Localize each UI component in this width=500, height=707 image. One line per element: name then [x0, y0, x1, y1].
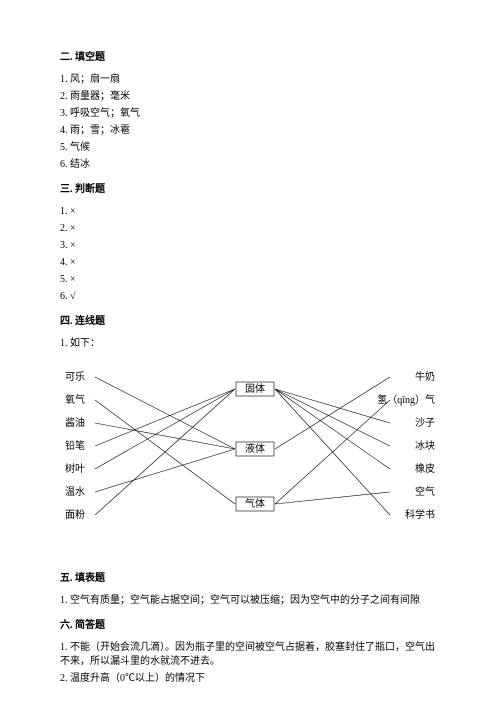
s2-item: 6. 结冰 — [60, 158, 440, 172]
section3-heading: 三. 判断题 — [60, 180, 440, 195]
match-edge — [275, 492, 390, 504]
section4-intro: 1. 如下： — [60, 337, 440, 351]
left-label: 可乐 — [65, 371, 85, 383]
s5-item: 1. 空气有质量；空气能占据空间；空气可以被压缩；因为空气中的分子之间有间隙 — [60, 594, 440, 608]
mid-label: 液体 — [245, 442, 265, 455]
section2-heading: 二. 填空题 — [60, 48, 440, 63]
s3-item: 3. × — [60, 239, 440, 253]
s3-item: 5. × — [60, 273, 440, 287]
match-edge — [95, 389, 235, 515]
section3-list: 1. × 2. × 3. × 4. × 5. × 6. √ — [60, 205, 440, 304]
match-edge — [275, 389, 390, 515]
match-edge — [275, 389, 390, 469]
section2-list: 1. 风；扇一扇 2. 雨量器；毫米 3. 呼吸空气；氧气 4. 雨；雪；冰雹 … — [60, 73, 440, 172]
right-label: 牛奶 — [415, 370, 435, 383]
match-edge — [95, 389, 235, 469]
section6-list: 1. 不能（开始会流几滴）。因为瓶子里的空间被空气占据着，胶塞封住了瓶口，空气出… — [60, 641, 440, 686]
mid-label: 固体 — [245, 383, 265, 395]
s3-item: 6. √ — [60, 290, 440, 304]
s2-item: 3. 呼吸空气；氧气 — [60, 107, 440, 121]
left-label: 氧气 — [65, 393, 85, 406]
match-edge — [275, 389, 390, 446]
s2-item: 2. 雨量器；毫米 — [60, 90, 440, 104]
right-label: 沙子 — [415, 417, 435, 429]
section6-heading: 六. 简答题 — [60, 616, 440, 631]
left-label: 酱油 — [65, 416, 85, 429]
match-edge — [95, 449, 235, 492]
mid-label: 气体 — [245, 497, 265, 510]
s3-item: 2. × — [60, 222, 440, 236]
left-label: 面粉 — [65, 508, 85, 521]
s2-item: 1. 风；扇一扇 — [60, 73, 440, 87]
s2-item: 4. 雨；雪；冰雹 — [60, 124, 440, 138]
right-label: 冰块 — [415, 439, 435, 452]
left-label: 温水 — [65, 486, 85, 498]
section4-heading: 四. 连线题 — [60, 312, 440, 327]
s6-item: 1. 不能（开始会流几滴）。因为瓶子里的空间被空气占据着，胶塞封住了瓶口，空气出… — [60, 641, 440, 669]
right-label: 空气 — [415, 485, 435, 498]
section5-heading: 五. 填表题 — [60, 569, 440, 584]
match-edge — [95, 389, 235, 446]
match-edge — [275, 389, 390, 423]
matching-diagram: 可乐氧气酱油铅笔树叶温水面粉牛奶氢（qīng）气沙子冰块橡皮空气科学书固体液体气… — [60, 359, 440, 559]
match-edge — [95, 377, 235, 449]
match-edge — [95, 423, 235, 449]
s2-item: 5. 气候 — [60, 141, 440, 155]
section5-list: 1. 空气有质量；空气能占据空间；空气可以被压缩；因为空气中的分子之间有间隙 — [60, 594, 440, 608]
left-label: 铅笔 — [65, 439, 85, 452]
s3-item: 1. × — [60, 205, 440, 219]
s3-item: 4. × — [60, 256, 440, 270]
s6-item: 2. 温度升高（0℃以上）的情况下 — [60, 672, 440, 686]
match-edge — [275, 377, 390, 449]
left-label: 树叶 — [65, 462, 85, 475]
right-label: 橡皮 — [415, 462, 435, 475]
right-label: 科学书 — [405, 508, 435, 521]
